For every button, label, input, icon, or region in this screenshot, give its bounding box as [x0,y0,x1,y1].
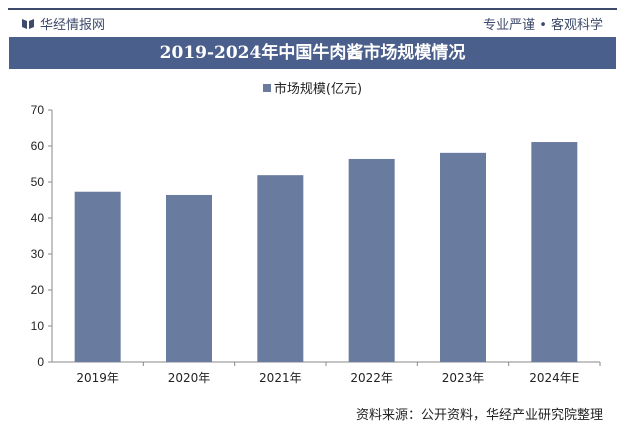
x-tick-label: 2020年 [168,371,211,385]
legend-label: 市场规模(亿元) [273,82,363,97]
legend: 市场规模(亿元) [0,78,625,97]
x-tick-label: 2024年E [529,371,579,385]
y-tick-label: 20 [31,283,45,297]
x-tick-label: 2023年 [442,371,485,385]
bar-2020年 [166,194,212,362]
chart-title: 2019-2024年中国牛肉酱市场规模情况 [9,37,616,69]
bar-2019年 [74,191,121,362]
y-tick-label: 40 [31,211,45,225]
y-tick-label: 50 [31,175,45,189]
brand-logo-icon [22,18,34,29]
source-note: 资料来源：公开资料，华经产业研究院整理 [355,408,603,423]
bar-2023年 [440,152,486,362]
legend-swatch [262,84,271,92]
y-tick-label: 0 [37,355,44,369]
bar-2022年 [348,158,395,362]
x-tick-label: 2019年 [76,371,119,385]
x-tick-label: 2022年 [350,371,393,385]
y-tick-label: 70 [31,103,45,117]
brand-name: 华经情报网 [40,18,106,33]
y-tick-label: 60 [31,139,45,153]
brand: 华经情报网 [22,14,105,33]
slogan: 专业严谨 • 客观科学 [483,18,603,33]
bar-2021年 [257,175,304,362]
x-tick-label: 2021年 [259,371,302,385]
bar-2024年E [531,142,578,362]
header-rule [8,8,617,10]
y-tick-label: 30 [31,247,45,261]
y-tick-label: 10 [31,319,45,333]
